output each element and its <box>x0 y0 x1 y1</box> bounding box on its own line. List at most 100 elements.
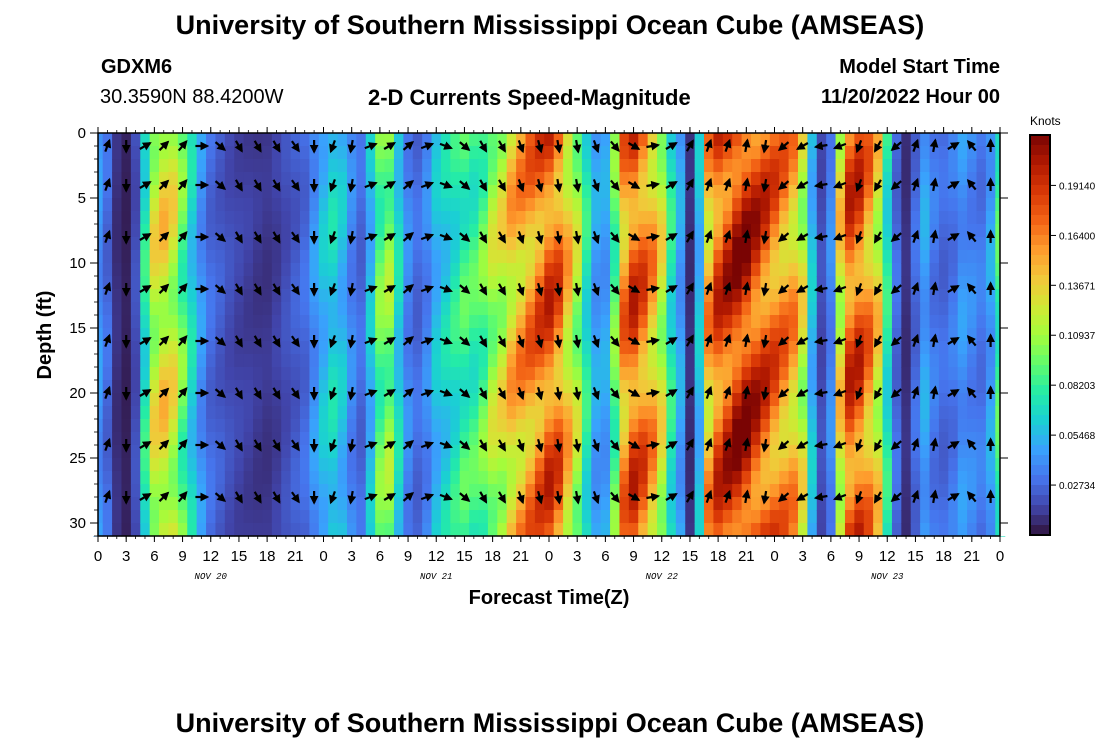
heat-cell <box>121 315 132 329</box>
heat-cell <box>638 185 649 199</box>
heat-cell <box>215 458 226 472</box>
heat-cell <box>450 276 461 290</box>
heat-cell <box>337 471 348 485</box>
heat-cell <box>910 146 921 160</box>
heat-cell <box>891 198 902 212</box>
heat-cell <box>262 315 273 329</box>
current-vector <box>516 387 525 401</box>
heat-cell <box>506 380 517 394</box>
heat-cell <box>572 510 583 524</box>
heat-cell <box>469 445 480 459</box>
heat-cell <box>168 302 179 316</box>
heat-cell <box>666 432 677 446</box>
heat-cell <box>234 185 245 199</box>
heat-cell <box>976 224 987 238</box>
heat-cell <box>196 484 207 498</box>
heat-cell <box>882 471 893 485</box>
heat-cell <box>478 393 489 407</box>
heat-cell <box>318 237 329 251</box>
heat-cell <box>478 159 489 173</box>
heat-cell <box>807 276 818 290</box>
heat-cell <box>337 224 348 238</box>
current-vector <box>329 231 338 245</box>
current-vector <box>832 492 847 501</box>
heat-cell <box>967 484 978 498</box>
heat-cell <box>459 380 470 394</box>
heat-cell <box>384 354 395 368</box>
heat-cell <box>572 523 583 537</box>
heat-cell <box>591 263 602 277</box>
heat-cell <box>516 263 527 277</box>
heat-cell <box>206 276 217 290</box>
heat-cell <box>816 523 827 537</box>
heat-cell <box>290 497 301 511</box>
heat-cell <box>957 289 968 303</box>
heat-cell <box>600 289 611 303</box>
heat-cell <box>666 159 677 173</box>
heat-cell <box>563 224 574 238</box>
heat-cell <box>544 432 555 446</box>
heat-cell <box>891 250 902 264</box>
heat-cell <box>976 484 987 498</box>
heat-cell <box>243 419 254 433</box>
colorbar-swatch <box>1030 375 1050 386</box>
heat-cell <box>271 406 282 420</box>
heat-cell <box>393 367 404 381</box>
heat-cell <box>403 380 414 394</box>
heat-cell <box>346 302 357 316</box>
heat-cell <box>901 172 912 186</box>
heat-cell <box>891 471 902 485</box>
heat-cell <box>187 185 198 199</box>
heat-cell <box>901 510 912 524</box>
heat-cell <box>177 432 188 446</box>
heat-cell <box>403 302 414 316</box>
heat-cell <box>854 458 865 472</box>
heat-cell <box>704 289 715 303</box>
heat-cell <box>581 289 592 303</box>
colorbar-tick-label: 0.13671 <box>1059 281 1096 292</box>
heat-cell <box>346 380 357 394</box>
heat-cell <box>685 159 696 173</box>
heat-cell <box>262 224 273 238</box>
heat-cell <box>140 159 151 173</box>
heat-cell <box>403 341 414 355</box>
current-vector <box>535 139 544 154</box>
heat-cell <box>506 445 517 459</box>
heat-cell <box>741 341 752 355</box>
heat-cell <box>544 523 555 537</box>
heat-cell <box>159 328 170 342</box>
heat-cell <box>469 458 480 472</box>
heat-cell <box>675 523 686 537</box>
heat-cell <box>732 458 743 472</box>
heat-cell <box>713 237 724 251</box>
heat-cell <box>647 328 658 342</box>
x-tick-label: 0 <box>996 548 1004 565</box>
heat-cell <box>224 471 235 485</box>
heat-cell <box>826 393 837 407</box>
heat-cell <box>826 185 837 199</box>
heat-cell <box>732 211 743 225</box>
heat-cell <box>187 380 198 394</box>
heat-cell <box>290 432 301 446</box>
current-vector <box>855 387 864 401</box>
current-vector <box>685 178 694 191</box>
heat-cell <box>177 445 188 459</box>
heat-cell <box>121 198 132 212</box>
heat-cell <box>741 237 752 251</box>
heat-cell <box>863 276 874 290</box>
heat-cell <box>610 172 621 186</box>
heat-cell <box>130 367 141 381</box>
current-vector <box>439 141 453 150</box>
heat-cell <box>920 146 931 160</box>
heat-cell <box>290 341 301 355</box>
heat-cell <box>384 406 395 420</box>
heat-cell <box>206 172 217 186</box>
heat-cell <box>253 406 264 420</box>
current-vector <box>723 229 732 243</box>
heat-cell <box>788 224 799 238</box>
heat-cell <box>234 341 245 355</box>
heat-cell <box>666 224 677 238</box>
current-vector <box>929 385 939 400</box>
heat-cell <box>628 341 639 355</box>
heat-cell <box>967 159 978 173</box>
